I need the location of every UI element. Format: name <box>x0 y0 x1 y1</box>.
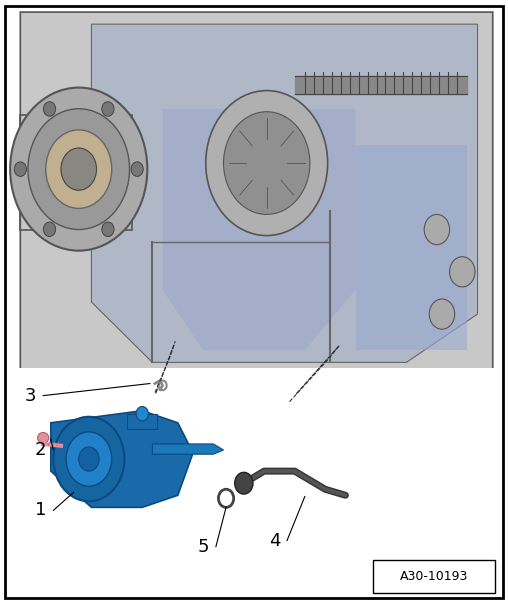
Circle shape <box>44 101 56 116</box>
Circle shape <box>429 299 455 329</box>
Text: 2: 2 <box>35 441 46 459</box>
Polygon shape <box>51 411 193 507</box>
Text: 4: 4 <box>269 532 280 550</box>
Polygon shape <box>163 109 356 350</box>
Circle shape <box>53 417 124 501</box>
Text: 5: 5 <box>198 538 209 556</box>
Circle shape <box>424 214 450 245</box>
Circle shape <box>224 112 310 214</box>
Circle shape <box>206 91 328 236</box>
Circle shape <box>28 109 130 230</box>
Circle shape <box>136 406 148 421</box>
Text: A30-10193: A30-10193 <box>400 570 468 583</box>
Circle shape <box>79 447 99 471</box>
Circle shape <box>235 472 253 494</box>
Bar <box>5 368 498 598</box>
Ellipse shape <box>38 432 49 443</box>
Circle shape <box>131 162 143 176</box>
Text: 1: 1 <box>35 501 46 519</box>
Circle shape <box>102 222 114 237</box>
Bar <box>20 115 132 230</box>
FancyBboxPatch shape <box>373 560 495 593</box>
Circle shape <box>102 101 114 116</box>
Circle shape <box>61 148 97 190</box>
Circle shape <box>10 88 147 251</box>
Circle shape <box>14 162 26 176</box>
Circle shape <box>46 130 112 208</box>
Polygon shape <box>356 145 467 350</box>
Circle shape <box>450 257 475 287</box>
Circle shape <box>43 222 55 237</box>
Polygon shape <box>20 12 493 423</box>
Bar <box>127 414 157 429</box>
Polygon shape <box>91 24 478 362</box>
Polygon shape <box>152 444 224 454</box>
Circle shape <box>66 432 112 486</box>
Text: 3: 3 <box>25 387 36 405</box>
